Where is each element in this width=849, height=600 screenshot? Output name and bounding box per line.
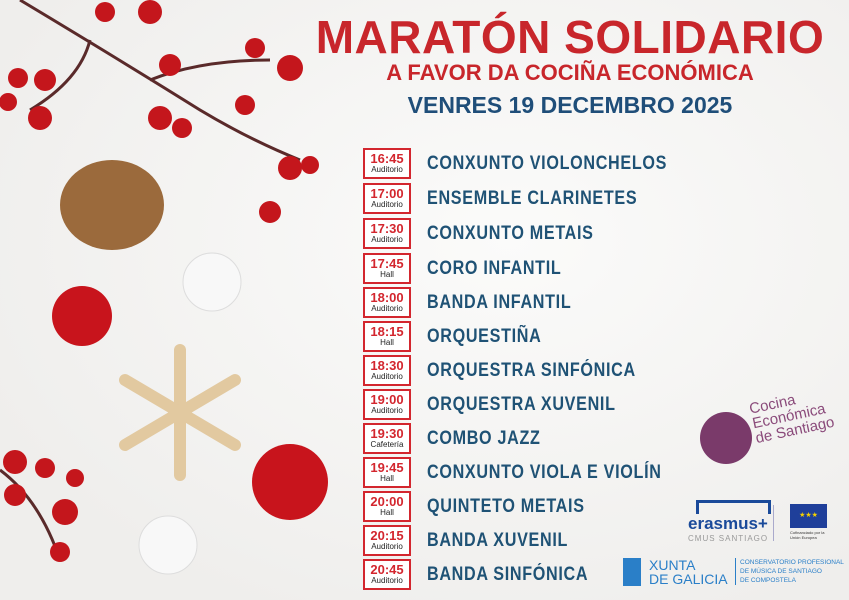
red-ornament — [52, 286, 112, 346]
schedule-row: 16:45 Auditorio CONXUNTO VIOLONCHELOS — [363, 148, 709, 179]
time-box: 18:30 Auditorio — [363, 355, 411, 386]
xunta-text: DE GALICIA — [649, 571, 728, 587]
conservatorio-text: CONSERVATORIO PROFESIONAL — [740, 559, 844, 566]
venue: Auditorio — [371, 372, 403, 381]
venue: Auditorio — [371, 542, 403, 551]
time: 19:45 — [370, 460, 404, 475]
erasmus-name: erasmus+ — [688, 514, 768, 533]
venue: Hall — [380, 474, 394, 483]
time: 17:00 — [370, 186, 404, 201]
erasmus-logo: erasmus+ CMUS SANTIAGO — [688, 500, 778, 543]
conservatorio-text: DE MÚSICA DE SANTIAGO — [740, 568, 822, 575]
venue: Hall — [380, 508, 394, 517]
time: 20:15 — [370, 528, 404, 543]
time: 17:45 — [370, 256, 404, 271]
performer-name: BANDA SINFÓNICA — [427, 563, 589, 585]
time: 20:00 — [370, 494, 404, 509]
event-subtitle: A FAVOR DA COCIÑA ECONÓMICA — [386, 60, 754, 85]
time-box: 16:45 Auditorio — [363, 148, 411, 179]
schedule-row: 19:00 Auditorio ORQUESTRA XUVENIL — [363, 389, 649, 420]
cocina-economica-logo: Cocina Económica de Santiago — [700, 391, 849, 468]
time-box: 17:00 Auditorio — [363, 183, 411, 214]
event-date: VENRES 19 DECEMBRO 2025 — [407, 92, 733, 118]
venue: Auditorio — [371, 165, 403, 174]
performer-name: ORQUESTRA SINFÓNICA — [427, 359, 636, 381]
venue: Auditorio — [371, 576, 403, 585]
schedule-row: 18:00 Auditorio BANDA INFANTIL — [363, 287, 597, 318]
time-box: 20:00 Hall — [363, 491, 411, 522]
christmas-decorations — [0, 0, 328, 575]
conservatorio-text: DE COMPOSTELA — [740, 577, 796, 584]
performer-name: COMBO JAZZ — [427, 427, 541, 449]
performer-name: ENSEMBLE CLARINETES — [427, 187, 638, 209]
time-box: 20:15 Auditorio — [363, 525, 411, 556]
pinecone — [60, 160, 164, 250]
venue: Hall — [380, 270, 394, 279]
schedule-row: 17:00 Auditorio ENSEMBLE CLARINETES — [363, 183, 674, 214]
time: 19:30 — [370, 426, 404, 441]
venue: Cafetería — [370, 440, 404, 449]
schedule-row: 20:45 Auditorio BANDA SINFÓNICA — [363, 559, 617, 590]
time-box: 17:30 Auditorio — [363, 218, 411, 249]
time: 18:15 — [370, 324, 404, 339]
schedule-row: 17:45 Hall CORO INFANTIL — [363, 253, 585, 284]
white-ornament — [138, 515, 198, 575]
xunta-shield-icon — [623, 558, 641, 586]
venue: Auditorio — [371, 304, 403, 313]
time-box: 18:15 Hall — [363, 321, 411, 352]
cocina-logo-icon — [700, 412, 752, 464]
schedule-row: 19:45 Hall CONXUNTO VIOLA E VIOLÍN — [363, 457, 703, 488]
schedule-row: 20:00 Hall QUINTETO METAIS — [363, 491, 612, 522]
venue: Auditorio — [371, 235, 403, 244]
time-box: 20:45 Auditorio — [363, 559, 411, 590]
performer-name: CONXUNTO METAIS — [427, 222, 594, 244]
eu-flag-icon: ★★★ — [790, 504, 827, 528]
performer-name: CONXUNTO VIOLA E VIOLÍN — [427, 461, 662, 483]
white-ornament — [182, 252, 242, 312]
time-box: 19:30 Cafetería — [363, 423, 411, 454]
venue: Auditorio — [371, 200, 403, 209]
time: 19:00 — [370, 392, 404, 407]
schedule-row: 18:30 Auditorio ORQUESTRA SINFÓNICA — [363, 355, 673, 386]
time: 17:30 — [370, 221, 404, 236]
erasmus-sub: CMUS SANTIAGO — [688, 534, 769, 543]
time: 16:45 — [370, 151, 404, 166]
conservatorio-logo: CONSERVATORIO PROFESIONAL DE MÚSICA DE S… — [735, 558, 844, 585]
time: 18:30 — [370, 358, 404, 373]
venue: Hall — [380, 338, 394, 347]
divider — [773, 505, 774, 541]
time: 20:45 — [370, 562, 404, 577]
snowflake-icon — [119, 344, 241, 481]
performer-name: BANDA INFANTIL — [427, 291, 572, 313]
schedule-row: 20:15 Auditorio BANDA XUVENIL — [363, 525, 593, 556]
eu-flag-logo: ★★★ Cofinanciado por la Unión Europea — [790, 504, 830, 540]
venue: Auditorio — [371, 406, 403, 415]
performer-name: CONXUNTO VIOLONCHELOS — [427, 152, 668, 174]
performer-name: BANDA XUVENIL — [427, 529, 569, 551]
red-ornament — [252, 444, 328, 520]
eu-caption: Cofinanciado por la Unión Europea — [790, 530, 825, 540]
schedule-row: 19:30 Cafetería COMBO JAZZ — [363, 423, 561, 454]
performer-name: CORO INFANTIL — [427, 257, 562, 279]
time-box: 18:00 Auditorio — [363, 287, 411, 318]
schedule-row: 17:30 Auditorio CONXUNTO METAIS — [363, 218, 623, 249]
schedule-row: 18:15 Hall ORQUESTIÑA — [363, 321, 562, 352]
time-box: 19:00 Auditorio — [363, 389, 411, 420]
performer-name: ORQUESTRA XUVENIL — [427, 393, 616, 415]
performer-name: QUINTETO METAIS — [427, 495, 585, 517]
xunta-text: XUNTA — [649, 557, 696, 573]
time-box: 19:45 Hall — [363, 457, 411, 488]
event-title: MARATÓN SOLIDARIO — [315, 11, 825, 63]
performer-name: ORQUESTIÑA — [427, 325, 542, 347]
time: 18:00 — [370, 290, 404, 305]
time-box: 17:45 Hall — [363, 253, 411, 284]
